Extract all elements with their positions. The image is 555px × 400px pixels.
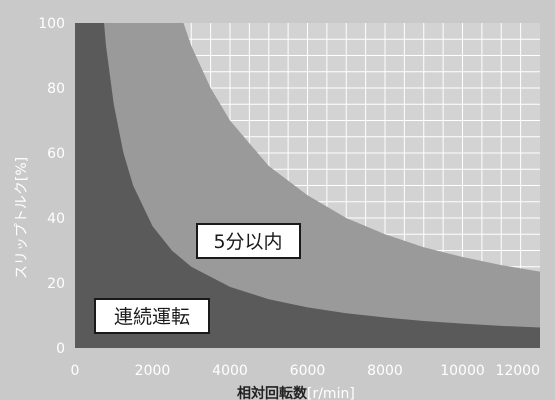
x-tick-label: 12000: [495, 363, 540, 379]
y-tick-labels: 0 20 40 60 80 100: [38, 16, 65, 357]
y-tick-label: 60: [47, 146, 65, 162]
y-tick-label: 0: [56, 341, 65, 357]
x-tick-label: 8000: [367, 363, 403, 379]
y-tick-label: 40: [47, 211, 65, 227]
y-tick-label: 100: [38, 16, 65, 32]
y-tick-label: 80: [47, 81, 65, 97]
label-continuous-text: 連続運転: [114, 306, 190, 328]
zone-continuous-area: [75, 23, 540, 348]
x-tick-label: 2000: [135, 363, 171, 379]
x-tick-label: 4000: [212, 363, 248, 379]
y-axis-title: スリップトルク[%]: [14, 157, 30, 279]
label-5min-text: 5分以内: [213, 231, 282, 253]
x-axis-title: 相対回転数[r/min]: [237, 385, 355, 400]
x-tick-label: 0: [71, 363, 80, 379]
x-axis-title-main: 相対回転数: [237, 385, 308, 400]
label-5min: 5分以内: [196, 223, 301, 259]
x-axis-title-unit: [r/min]: [307, 386, 355, 400]
y-tick-label: 20: [47, 276, 65, 292]
x-tick-label: 6000: [290, 363, 326, 379]
label-5min-box: [196, 223, 301, 259]
x-tick-label: 10000: [440, 363, 485, 379]
x-tick-labels: 0 2000 4000 6000 8000 10000 12000: [71, 363, 540, 379]
label-continuous: 連続運転: [94, 298, 210, 334]
label-continuous-box: [94, 298, 210, 334]
